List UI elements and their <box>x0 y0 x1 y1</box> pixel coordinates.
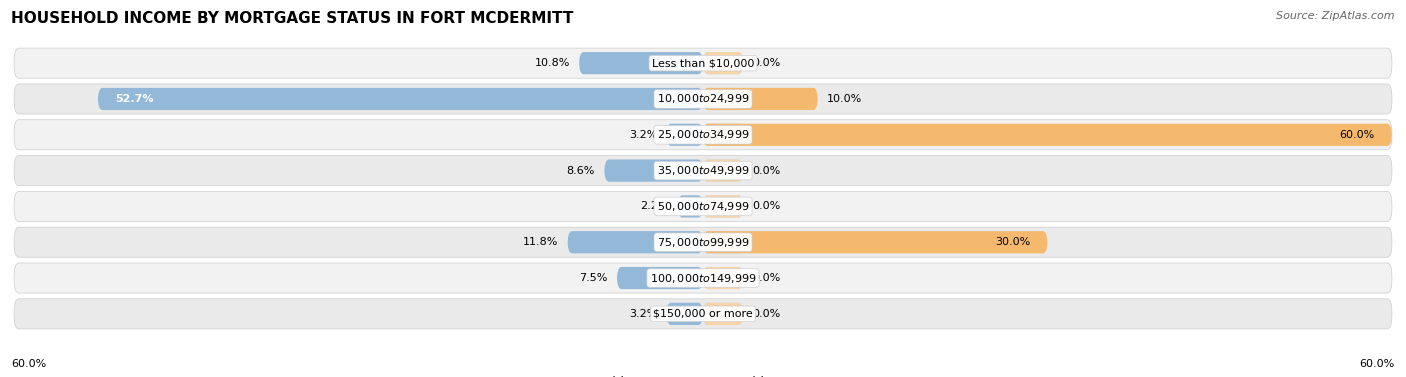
Text: $100,000 to $149,999: $100,000 to $149,999 <box>650 271 756 285</box>
Text: 11.8%: 11.8% <box>523 237 558 247</box>
Text: $35,000 to $49,999: $35,000 to $49,999 <box>657 164 749 177</box>
Text: 52.7%: 52.7% <box>115 94 153 104</box>
FancyBboxPatch shape <box>703 88 744 110</box>
FancyBboxPatch shape <box>703 267 744 289</box>
FancyBboxPatch shape <box>678 195 703 218</box>
FancyBboxPatch shape <box>14 192 1392 221</box>
FancyBboxPatch shape <box>703 124 744 146</box>
Text: 8.6%: 8.6% <box>567 166 595 176</box>
FancyBboxPatch shape <box>703 303 744 325</box>
Text: 0.0%: 0.0% <box>752 166 780 176</box>
Text: 3.2%: 3.2% <box>628 130 657 140</box>
Text: $25,000 to $34,999: $25,000 to $34,999 <box>657 128 749 141</box>
Text: HOUSEHOLD INCOME BY MORTGAGE STATUS IN FORT MCDERMITT: HOUSEHOLD INCOME BY MORTGAGE STATUS IN F… <box>11 11 574 26</box>
Text: 0.0%: 0.0% <box>752 273 780 283</box>
Text: 3.2%: 3.2% <box>628 309 657 319</box>
Legend: Without Mortgage, With Mortgage: Without Mortgage, With Mortgage <box>578 376 828 377</box>
FancyBboxPatch shape <box>14 299 1392 329</box>
FancyBboxPatch shape <box>703 52 744 74</box>
FancyBboxPatch shape <box>605 159 703 182</box>
FancyBboxPatch shape <box>703 267 744 289</box>
Text: 10.0%: 10.0% <box>827 94 862 104</box>
Text: 30.0%: 30.0% <box>995 237 1031 247</box>
FancyBboxPatch shape <box>98 88 703 110</box>
Text: Less than $10,000: Less than $10,000 <box>652 58 754 68</box>
FancyBboxPatch shape <box>568 231 703 253</box>
Text: $150,000 or more: $150,000 or more <box>654 309 752 319</box>
Text: 0.0%: 0.0% <box>752 201 780 211</box>
Text: $50,000 to $74,999: $50,000 to $74,999 <box>657 200 749 213</box>
FancyBboxPatch shape <box>703 159 744 182</box>
Text: 60.0%: 60.0% <box>11 359 46 369</box>
FancyBboxPatch shape <box>703 195 744 218</box>
Text: 2.2%: 2.2% <box>640 201 669 211</box>
FancyBboxPatch shape <box>703 303 744 325</box>
Text: 0.0%: 0.0% <box>752 309 780 319</box>
Text: $10,000 to $24,999: $10,000 to $24,999 <box>657 92 749 106</box>
Text: 7.5%: 7.5% <box>579 273 607 283</box>
Text: $75,000 to $99,999: $75,000 to $99,999 <box>657 236 749 249</box>
FancyBboxPatch shape <box>617 267 703 289</box>
FancyBboxPatch shape <box>703 159 744 182</box>
FancyBboxPatch shape <box>14 156 1392 185</box>
Text: 60.0%: 60.0% <box>1340 130 1375 140</box>
Text: 60.0%: 60.0% <box>1360 359 1395 369</box>
FancyBboxPatch shape <box>14 84 1392 114</box>
FancyBboxPatch shape <box>14 120 1392 150</box>
Text: 0.0%: 0.0% <box>752 58 780 68</box>
Text: Source: ZipAtlas.com: Source: ZipAtlas.com <box>1277 11 1395 21</box>
Text: 10.8%: 10.8% <box>534 58 569 68</box>
FancyBboxPatch shape <box>703 231 1047 253</box>
FancyBboxPatch shape <box>703 231 744 253</box>
FancyBboxPatch shape <box>703 124 1392 146</box>
FancyBboxPatch shape <box>666 124 703 146</box>
FancyBboxPatch shape <box>703 52 744 74</box>
FancyBboxPatch shape <box>666 303 703 325</box>
FancyBboxPatch shape <box>14 263 1392 293</box>
FancyBboxPatch shape <box>703 195 744 218</box>
FancyBboxPatch shape <box>14 48 1392 78</box>
FancyBboxPatch shape <box>14 227 1392 257</box>
FancyBboxPatch shape <box>579 52 703 74</box>
FancyBboxPatch shape <box>703 88 818 110</box>
